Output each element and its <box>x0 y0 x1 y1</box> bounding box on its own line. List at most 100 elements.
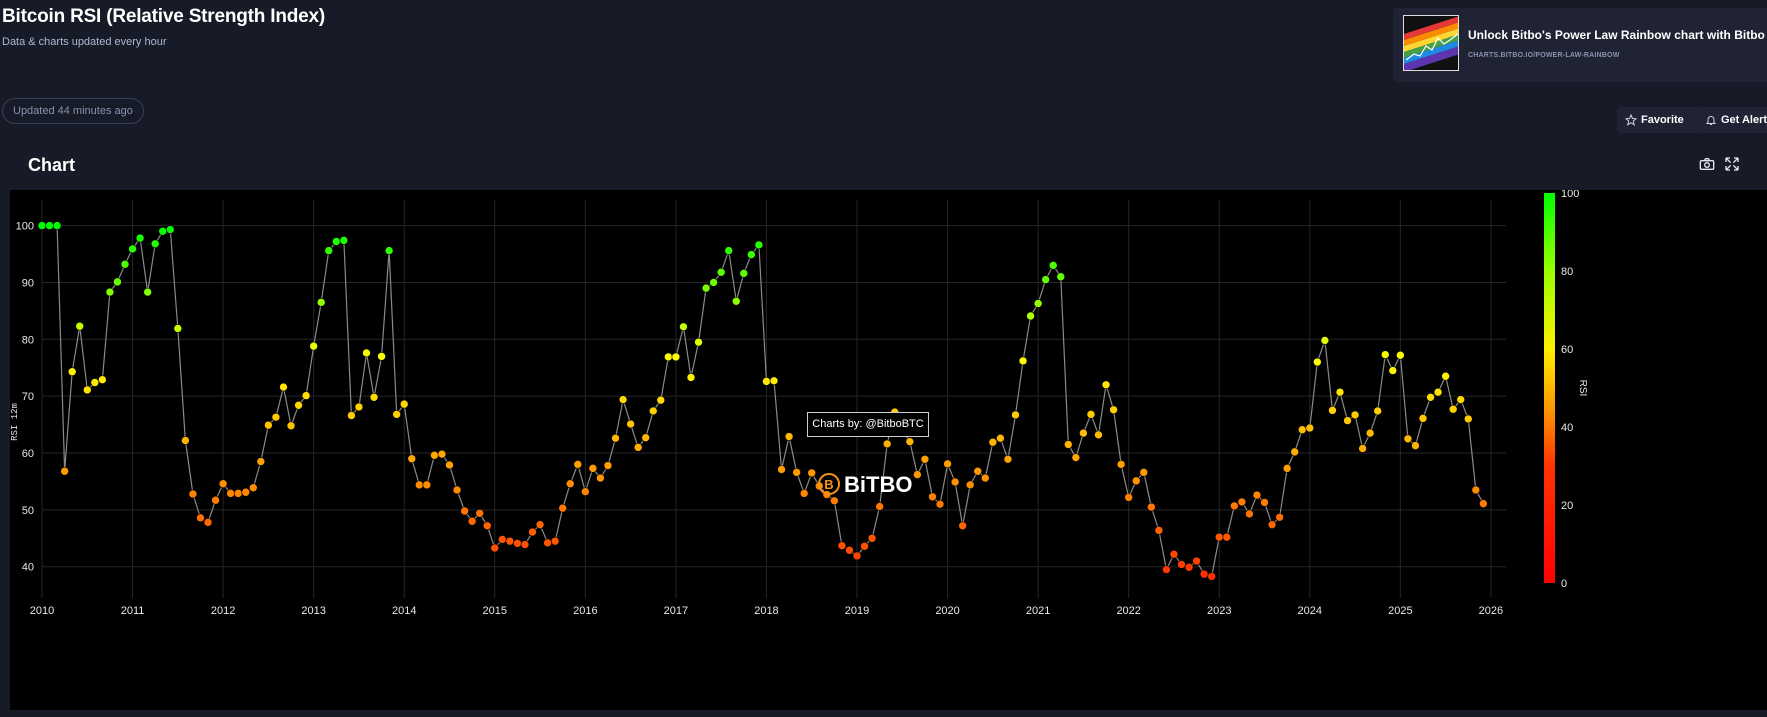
data-point <box>1456 395 1466 404</box>
x-tick-label: 2010 <box>30 605 54 617</box>
data-point <box>1343 416 1352 425</box>
data-point <box>716 267 726 277</box>
get-alert-label: Get Alert <box>1721 114 1767 126</box>
chart-tooltip: Charts by: @BitboBTC <box>807 412 929 437</box>
data-point <box>988 437 998 447</box>
data-point <box>611 433 620 443</box>
camera-icon[interactable] <box>1699 156 1715 172</box>
data-point <box>1313 357 1322 367</box>
data-point <box>1418 414 1428 423</box>
x-tick-label: 2015 <box>483 605 507 617</box>
data-point <box>1441 371 1450 381</box>
data-point <box>1101 380 1111 390</box>
rsi-chart[interactable]: 40 50 60 70 80 90 100 2010 2011 2012 2013 2014 2015 2… <box>10 190 1767 710</box>
data-point <box>384 246 394 255</box>
colorbar <box>1544 193 1555 583</box>
colorbar-tick-label: 80 <box>1561 266 1573 278</box>
data-point <box>498 535 507 544</box>
data-point <box>1373 406 1383 416</box>
x-tick-label: 2017 <box>664 605 688 617</box>
data-point <box>535 520 545 529</box>
data-point <box>98 375 107 384</box>
data-point <box>603 461 613 470</box>
colorbar-tick-label: 40 <box>1561 422 1573 434</box>
data-point <box>1245 509 1254 519</box>
series-line <box>42 224 1484 578</box>
data-point <box>135 233 145 243</box>
data-point <box>1064 440 1073 449</box>
x-tick-label: 2026 <box>1479 605 1503 617</box>
data-point <box>588 464 598 473</box>
chart-container[interactable]: 40 50 60 70 80 90 100 2010 2011 2012 2013 2014 2015 2… <box>10 190 1767 710</box>
data-point <box>1147 502 1156 512</box>
data-point <box>664 352 673 362</box>
data-point <box>1026 311 1035 321</box>
data-point <box>128 244 137 254</box>
data-point <box>1237 497 1247 507</box>
colorbar-tick-label: 60 <box>1561 344 1573 356</box>
data-point <box>445 460 454 470</box>
data-point <box>1426 392 1435 402</box>
watermark-text: BiTBO <box>844 472 912 497</box>
data-point <box>332 237 341 246</box>
x-tick-label: 2021 <box>1026 605 1050 617</box>
x-tick-label: 2020 <box>935 605 959 617</box>
data-point <box>958 521 967 531</box>
data-point <box>286 421 296 431</box>
data-point <box>301 391 311 400</box>
data-point <box>565 479 575 489</box>
data-point <box>1411 441 1420 450</box>
data-point <box>1358 444 1367 453</box>
data-point <box>173 324 183 333</box>
colorbar-label: RSI <box>1577 380 1588 397</box>
data-point <box>505 536 515 546</box>
data-point <box>528 527 537 537</box>
data-point <box>1267 520 1277 529</box>
x-tick-label: 2013 <box>301 605 325 617</box>
data-point <box>467 516 477 526</box>
data-point <box>1207 572 1216 581</box>
data-point <box>490 543 500 553</box>
y-tick-label: 50 <box>22 505 34 517</box>
get-alert-button[interactable]: Get Alert <box>1697 107 1767 133</box>
expand-icon[interactable] <box>1724 156 1740 172</box>
data-point <box>1177 560 1186 569</box>
data-point <box>475 508 484 518</box>
data-point <box>1214 532 1224 542</box>
data-point <box>1154 526 1164 535</box>
data-point <box>694 337 703 347</box>
data-point <box>1396 350 1405 360</box>
data-point <box>1011 410 1020 420</box>
data-point <box>294 400 303 410</box>
data-point <box>1139 468 1149 477</box>
x-tick-label: 2011 <box>121 605 145 617</box>
data-point <box>188 489 198 499</box>
x-tick-label: 2018 <box>754 605 778 617</box>
x-tick-label: 2022 <box>1116 605 1140 617</box>
data-point <box>558 503 568 513</box>
data-point <box>422 480 432 490</box>
data-point <box>203 518 213 527</box>
star-icon <box>1625 114 1637 126</box>
data-point <box>241 487 251 497</box>
data-point <box>943 459 952 469</box>
data-point <box>150 239 160 249</box>
data-point <box>928 492 937 502</box>
data-point <box>256 457 266 466</box>
data-point <box>1162 565 1171 574</box>
promo-card[interactable]: Unlock Bitbo's Power Law Rainbow chart w… <box>1393 8 1767 82</box>
data-point <box>1403 434 1413 444</box>
data-point <box>633 443 643 452</box>
data-point <box>1086 410 1096 419</box>
data-point <box>233 489 243 498</box>
data-point <box>1116 460 1126 469</box>
data-point <box>309 341 318 351</box>
data-point <box>1079 428 1088 438</box>
data-point <box>369 392 379 402</box>
x-tick-label: 2024 <box>1298 605 1322 617</box>
data-point <box>392 410 401 419</box>
data-point <box>1335 387 1345 397</box>
data-point <box>271 412 281 422</box>
data-point <box>430 450 439 460</box>
updated-badge: Updated 44 minutes ago <box>2 98 144 124</box>
